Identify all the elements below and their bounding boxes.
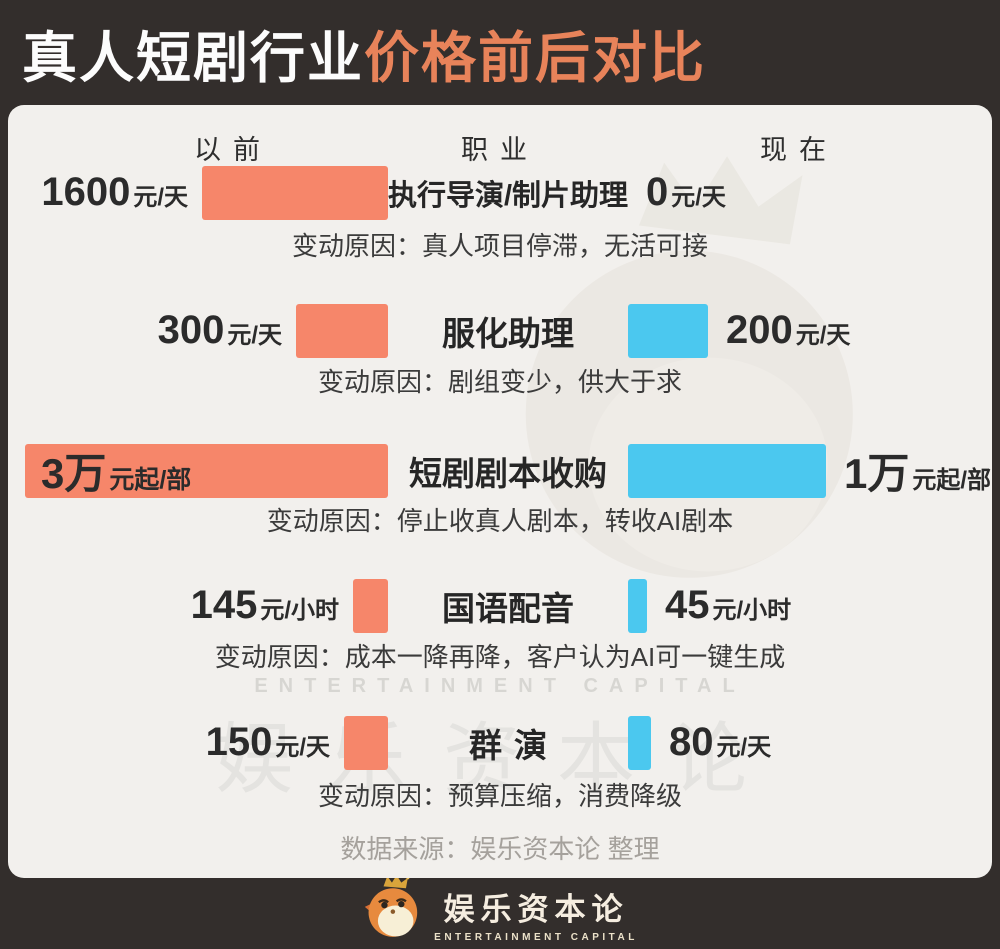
job-title: 群演 xyxy=(469,726,559,764)
after-cell: 45 元/小时 xyxy=(628,578,992,633)
before-bar xyxy=(344,715,388,770)
price-row-director-assistant: 1600 元/天 执行导演/制片助理 0 元/天 xyxy=(8,165,992,220)
value-unit: 元起/部 xyxy=(109,466,192,494)
price-row-mandarin-dubbing: 145 元/小时 国语配音 45 元/小时 xyxy=(8,578,992,633)
after-bar xyxy=(628,443,826,498)
value-number: 80 xyxy=(669,720,714,764)
before-value: 145 元/小时 xyxy=(191,583,339,628)
value-number: 145 xyxy=(190,583,258,627)
header-job: 职业 xyxy=(461,135,539,165)
after-cell: 200 元/天 xyxy=(628,303,992,358)
change-reason: 变动原因：剧组变少，供大于求 xyxy=(317,367,682,397)
after-value: 80 元/天 xyxy=(669,720,771,765)
job-cell: 短剧剧本收购 xyxy=(388,447,628,495)
job-cell: 群演 xyxy=(388,719,628,767)
data-source: 数据来源：娱乐资本论 整理 xyxy=(340,834,660,864)
header-after: 现在 xyxy=(760,135,838,165)
value-unit: 元/小时 xyxy=(712,597,792,624)
title-plain: 真人短剧行业 xyxy=(22,26,365,89)
after-cell: 80 元/天 xyxy=(628,715,992,770)
value-number: 1万 xyxy=(844,450,910,497)
price-row-extras: 150 元/天 群演 80 元/天 xyxy=(8,715,992,770)
before-bar xyxy=(296,303,388,358)
before-value: 150 元/天 xyxy=(206,720,330,765)
before-cell: 145 元/小时 xyxy=(8,578,388,633)
value-unit: 元/天 xyxy=(671,184,726,211)
before-cell: 300 元/天 xyxy=(8,303,388,358)
after-cell: 0 元/天 xyxy=(628,166,992,220)
before-value: 3万 元起/部 xyxy=(41,440,191,501)
before-cell: 3万 元起/部 xyxy=(8,443,388,498)
price-row-costume-assistant: 300 元/天 服化助理 200 元/天 xyxy=(8,303,992,358)
before-cell: 1600 元/天 xyxy=(8,165,388,220)
job-title: 国语配音 xyxy=(442,589,574,627)
column-headers: 以前 职业 现在 xyxy=(8,128,992,165)
value-number: 150 xyxy=(205,720,273,764)
title-accent: 价格前后对比 xyxy=(364,26,707,89)
before-cell: 150 元/天 xyxy=(8,715,388,770)
value-unit: 元/小时 xyxy=(260,597,339,624)
change-reason: 变动原因：停止收真人剧本，转收AI剧本 xyxy=(266,506,734,536)
after-bar xyxy=(628,303,708,358)
before-value: 1600 元/天 xyxy=(41,170,188,215)
after-bar xyxy=(628,578,647,633)
header-before: 以前 xyxy=(194,135,272,165)
value-unit: 元/天 xyxy=(795,322,851,349)
value-number: 300 xyxy=(157,308,225,352)
value-unit: 元/天 xyxy=(716,734,772,761)
footer: 娱乐资本论 ENTERTAINMENT CAPITAL xyxy=(0,873,1000,949)
change-reason: 变动原因：成本一降再降，客户认为AI可一键生成 xyxy=(214,642,786,672)
value-number: 45 xyxy=(665,583,710,627)
job-cell: 执行导演/制片助理 xyxy=(388,172,628,214)
after-value: 45 元/小时 xyxy=(665,583,791,628)
chart-panel: ENTERTAINMENT CAPITAL 娱乐资本论 以前 职业 现在 160… xyxy=(8,105,992,878)
value-unit: 元/天 xyxy=(275,734,330,761)
value-number: 200 xyxy=(726,308,793,352)
watermark-en: ENTERTAINMENT CAPITAL xyxy=(254,675,746,697)
value-unit: 元/天 xyxy=(227,322,282,349)
after-value: 1万 元起/部 xyxy=(844,440,991,501)
brand-name-en: ENTERTAINMENT CAPITAL xyxy=(434,932,638,943)
value-unit: 元/天 xyxy=(133,184,188,211)
job-title: 服化助理 xyxy=(442,314,574,352)
mascot-logo-icon xyxy=(364,873,418,937)
after-value: 200 元/天 xyxy=(726,308,850,353)
before-bar xyxy=(202,165,388,220)
value-number: 0 xyxy=(646,170,669,214)
price-row-script-purchase: 3万 元起/部 短剧剧本收购 1万 元起/部 xyxy=(8,443,992,498)
after-cell: 1万 元起/部 xyxy=(628,440,992,501)
before-bar xyxy=(353,578,388,633)
value-number: 3万 xyxy=(41,450,107,497)
after-value: 0 元/天 xyxy=(646,170,726,215)
before-value: 300 元/天 xyxy=(158,308,282,353)
job-title: 执行导演/制片助理 xyxy=(387,179,629,212)
brand-logo: 娱乐资本论 ENTERTAINMENT CAPITAL xyxy=(434,884,638,943)
change-reason: 变动原因：真人项目停滞，无活可接 xyxy=(291,231,708,261)
change-reason: 变动原因：预算压缩，消费降级 xyxy=(317,781,682,811)
job-title: 短剧剧本收购 xyxy=(409,454,607,492)
before-bar: 3万 元起/部 xyxy=(25,443,388,498)
value-unit: 元起/部 xyxy=(912,467,992,494)
job-cell: 服化助理 xyxy=(388,307,628,355)
after-bar xyxy=(628,715,651,770)
page-title: 真人短剧行业 价格前后对比 xyxy=(0,0,1000,105)
brand-name-cn: 娱乐资本论 xyxy=(443,892,629,928)
job-cell: 国语配音 xyxy=(388,582,628,630)
value-number: 1600 xyxy=(41,170,131,214)
